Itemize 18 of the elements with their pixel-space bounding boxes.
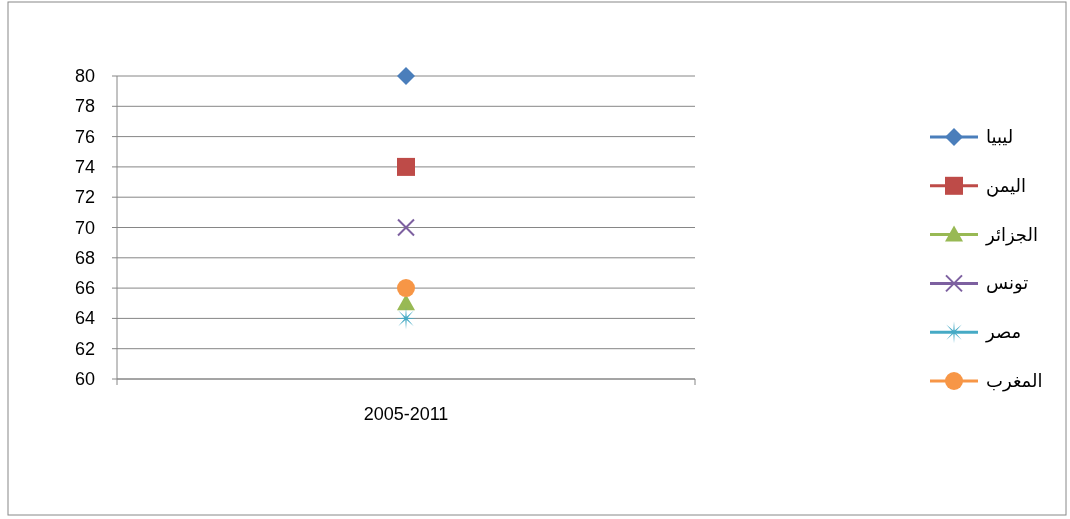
y-tick-label: 70 [74,217,95,238]
legend-label: اليمن [986,175,1027,197]
y-tick-label: 64 [74,308,95,329]
y-tick-label: 74 [74,156,95,177]
y-tick-label: 66 [74,278,95,299]
legend-label: الجزائر [985,224,1038,246]
legend-label: مصر [985,322,1022,344]
y-tick-label: 72 [74,187,95,208]
y-tick-label: 60 [74,369,95,389]
legend-label: ليبيا [986,127,1014,147]
y-tick-label: 80 [74,66,95,86]
legend-label: تونس [986,273,1029,295]
y-tick-label: 62 [74,338,95,359]
y-tick-label: 68 [74,247,95,268]
y-tick-label: 78 [74,96,95,117]
y-tick-label: 76 [74,126,95,147]
x-tick-label: 2005-2011 [363,404,449,424]
legend-label: المغرب [986,371,1043,392]
